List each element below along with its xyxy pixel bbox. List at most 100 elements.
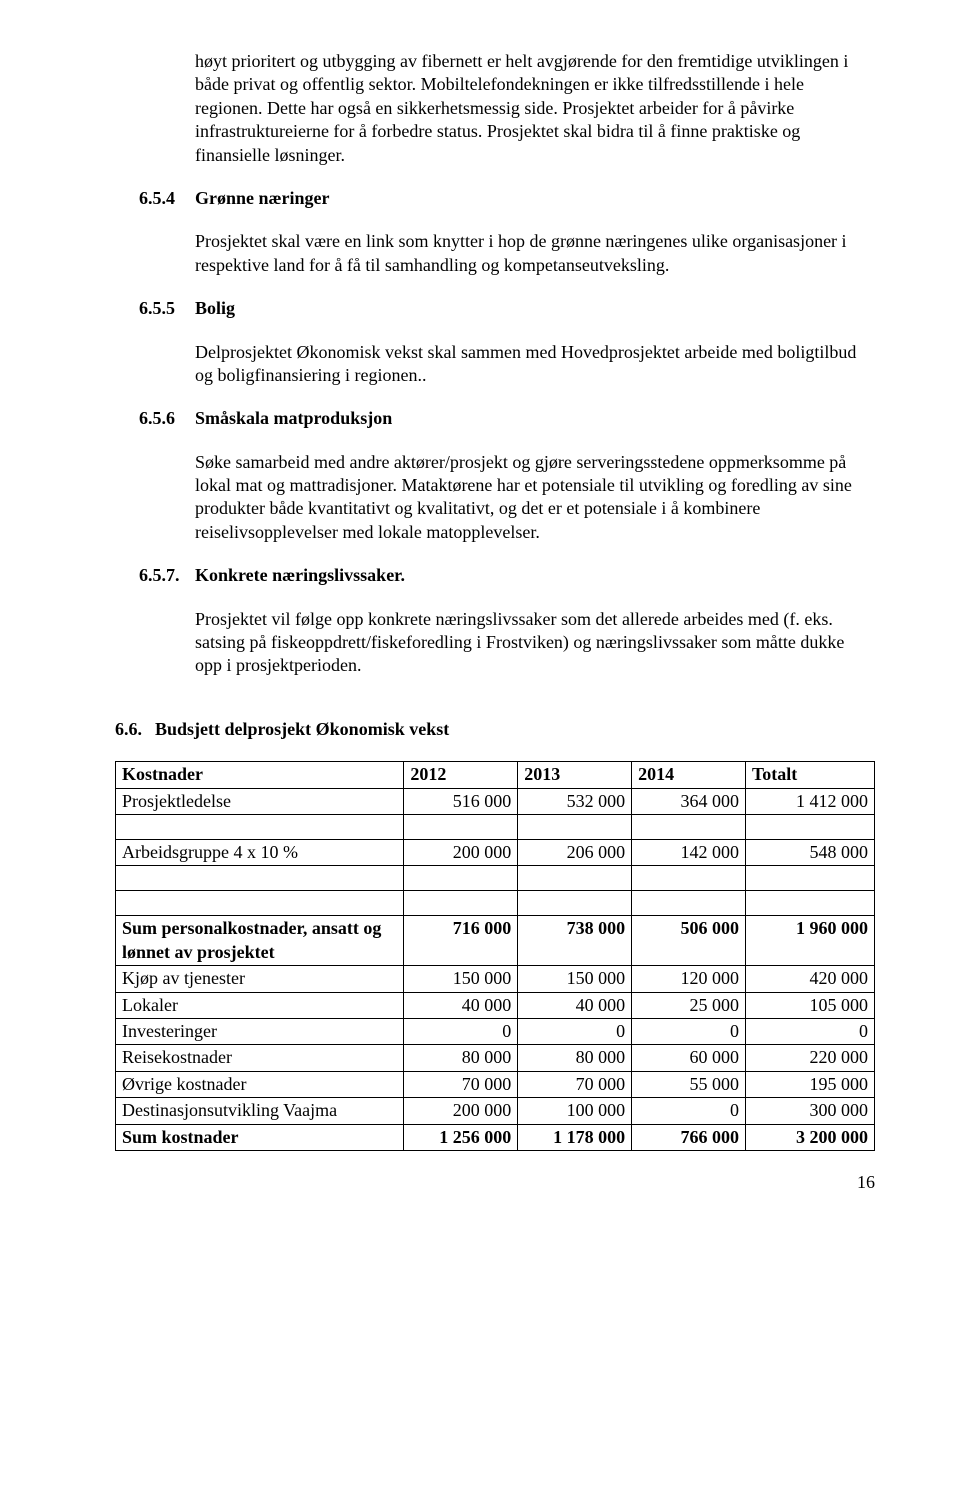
table-cell-empty — [404, 891, 518, 916]
table-cell-label: Sum kostnader — [116, 1124, 404, 1150]
budget-table: Kostnader201220132014Totalt Prosjektlede… — [115, 761, 875, 1151]
table-cell-value: 120 000 — [632, 966, 746, 992]
table-cell-value: 716 000 — [404, 916, 518, 966]
section-heading: 6.5.5Bolig — [139, 297, 875, 320]
section-heading: 6.5.7.Konkrete næringslivssaker. — [139, 564, 875, 587]
table-cell-value: 738 000 — [518, 916, 632, 966]
section-number: 6.5.6 — [139, 407, 195, 430]
table-row: Lokaler40 00040 00025 000105 000 — [116, 992, 875, 1018]
table-cell-value: 200 000 — [404, 839, 518, 865]
table-cell-value: 0 — [518, 1018, 632, 1044]
table-cell-value: 220 000 — [745, 1045, 874, 1071]
section-body: Delprosjektet Økonomisk vekst skal samme… — [195, 341, 875, 388]
table-cell-empty — [632, 814, 746, 839]
table-cell-empty — [632, 891, 746, 916]
table-row: Sum kostnader1 256 0001 178 000766 0003 … — [116, 1124, 875, 1150]
section-heading: 6.5.6Småskala matproduksjon — [139, 407, 875, 430]
table-row: Arbeidsgruppe 4 x 10 %200 000206 000142 … — [116, 839, 875, 865]
section-body: Prosjektet vil følge opp konkrete næring… — [195, 608, 875, 678]
table-cell-value: 195 000 — [745, 1071, 874, 1097]
table-cell-value: 40 000 — [518, 992, 632, 1018]
table-row — [116, 814, 875, 839]
section-title: Grønne næringer — [195, 187, 330, 210]
table-cell-empty — [116, 866, 404, 891]
table-cell-value: 0 — [632, 1098, 746, 1124]
table-cell-empty — [518, 814, 632, 839]
table-cell-value: 532 000 — [518, 788, 632, 814]
table-column-header: Totalt — [745, 762, 874, 788]
table-cell-label: Sum personalkostnader, ansatt og lønnet … — [116, 916, 404, 966]
table-cell-label: Kjøp av tjenester — [116, 966, 404, 992]
section-body: Prosjektet skal være en link som knytter… — [195, 230, 875, 277]
section-body: Søke samarbeid med andre aktører/prosjek… — [195, 451, 875, 545]
table-row: Sum personalkostnader, ansatt og lønnet … — [116, 916, 875, 966]
table-row — [116, 866, 875, 891]
table-cell-value: 150 000 — [518, 966, 632, 992]
table-column-header: 2012 — [404, 762, 518, 788]
section-heading: 6.5.4Grønne næringer — [139, 187, 875, 210]
table-cell-value: 1 412 000 — [745, 788, 874, 814]
table-cell-empty — [632, 866, 746, 891]
table-cell-value: 60 000 — [632, 1045, 746, 1071]
table-header-row: Kostnader201220132014Totalt — [116, 762, 875, 788]
section-number: 6.5.4 — [139, 187, 195, 210]
table-column-header: Kostnader — [116, 762, 404, 788]
table-row: Destinasjonsutvikling Vaajma200 000100 0… — [116, 1098, 875, 1124]
intro-paragraph: høyt prioritert og utbygging av fibernet… — [195, 50, 875, 167]
table-column-header: 2013 — [518, 762, 632, 788]
table-cell-value: 206 000 — [518, 839, 632, 865]
section-title: Konkrete næringslivssaker. — [195, 564, 405, 587]
table-cell-empty — [116, 891, 404, 916]
table-row: Øvrige kostnader70 00070 00055 000195 00… — [116, 1071, 875, 1097]
table-cell-value: 70 000 — [404, 1071, 518, 1097]
section-title: Småskala matproduksjon — [195, 407, 392, 430]
table-cell-value: 150 000 — [404, 966, 518, 992]
table-cell-value: 0 — [745, 1018, 874, 1044]
budget-heading-num: 6.6. — [115, 718, 155, 741]
table-cell-value: 3 200 000 — [745, 1124, 874, 1150]
table-cell-empty — [518, 866, 632, 891]
table-cell-empty — [745, 866, 874, 891]
table-row: Kjøp av tjenester150 000150 000120 00042… — [116, 966, 875, 992]
table-cell-empty — [745, 814, 874, 839]
table-row — [116, 891, 875, 916]
page-number: 16 — [115, 1171, 875, 1194]
table-cell-value: 516 000 — [404, 788, 518, 814]
section-number: 6.5.5 — [139, 297, 195, 320]
table-cell-label: Destinasjonsutvikling Vaajma — [116, 1098, 404, 1124]
section-number: 6.5.7. — [139, 564, 195, 587]
table-cell-label: Arbeidsgruppe 4 x 10 % — [116, 839, 404, 865]
table-cell-value: 100 000 — [518, 1098, 632, 1124]
table-cell-value: 548 000 — [745, 839, 874, 865]
table-cell-value: 1 960 000 — [745, 916, 874, 966]
table-cell-value: 80 000 — [518, 1045, 632, 1071]
table-cell-value: 420 000 — [745, 966, 874, 992]
table-cell-value: 0 — [404, 1018, 518, 1044]
table-cell-empty — [404, 866, 518, 891]
table-cell-value: 70 000 — [518, 1071, 632, 1097]
table-cell-label: Reisekostnader — [116, 1045, 404, 1071]
table-cell-label: Lokaler — [116, 992, 404, 1018]
table-cell-value: 300 000 — [745, 1098, 874, 1124]
table-cell-value: 25 000 — [632, 992, 746, 1018]
table-cell-value: 142 000 — [632, 839, 746, 865]
table-row: Prosjektledelse516 000532 000364 0001 41… — [116, 788, 875, 814]
table-cell-value: 55 000 — [632, 1071, 746, 1097]
table-row: Investeringer0000 — [116, 1018, 875, 1044]
table-cell-label: Prosjektledelse — [116, 788, 404, 814]
table-cell-label: Investeringer — [116, 1018, 404, 1044]
table-cell-value: 200 000 — [404, 1098, 518, 1124]
table-cell-value: 364 000 — [632, 788, 746, 814]
table-cell-value: 40 000 — [404, 992, 518, 1018]
table-cell-value: 80 000 — [404, 1045, 518, 1071]
table-cell-empty — [745, 891, 874, 916]
table-cell-value: 766 000 — [632, 1124, 746, 1150]
table-cell-value: 506 000 — [632, 916, 746, 966]
table-cell-value: 1 178 000 — [518, 1124, 632, 1150]
table-column-header: 2014 — [632, 762, 746, 788]
table-cell-value: 0 — [632, 1018, 746, 1044]
table-cell-value: 105 000 — [745, 992, 874, 1018]
table-cell-empty — [518, 891, 632, 916]
table-cell-empty — [116, 814, 404, 839]
table-cell-empty — [404, 814, 518, 839]
